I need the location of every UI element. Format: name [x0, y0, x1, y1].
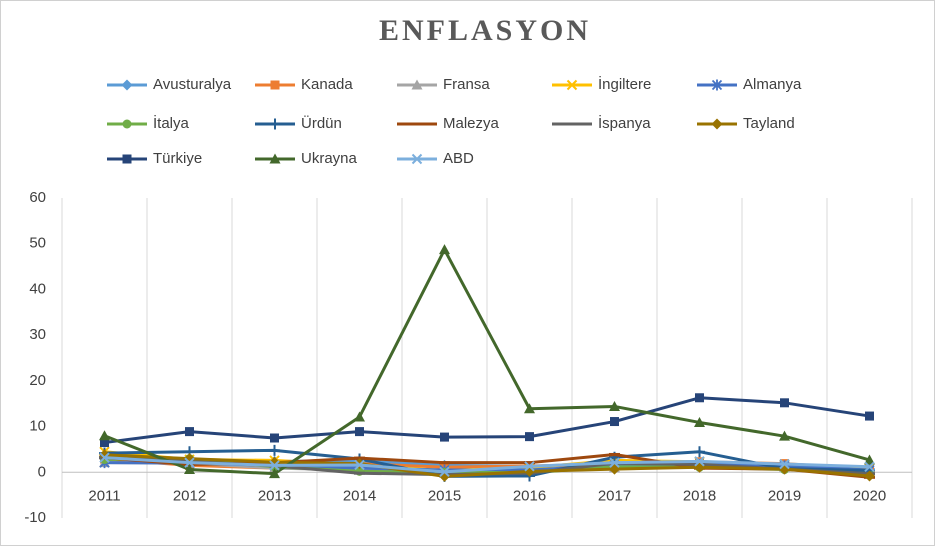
y-tick-label: 20	[29, 372, 46, 389]
legend-marker	[121, 79, 133, 91]
legend-label: ABD	[443, 150, 474, 167]
series-line	[104, 456, 870, 474]
x-tick-label: 2012	[173, 487, 206, 504]
legend-marker	[269, 118, 281, 130]
series-marker	[864, 461, 875, 473]
y-tick-label: 60	[29, 189, 46, 206]
legend-label: Kanada	[301, 76, 353, 93]
legend-marker	[566, 79, 578, 91]
series-marker	[864, 454, 875, 465]
series-marker	[865, 411, 874, 421]
series-marker	[864, 470, 875, 482]
legend-label: Ürdün	[301, 114, 342, 132]
legend-label: Ukrayna	[301, 150, 358, 167]
legend-label: İngiltere	[598, 75, 651, 93]
series-marker	[524, 461, 535, 472]
series-marker	[695, 393, 704, 403]
legend-label: Türkiye	[153, 150, 202, 167]
series-marker	[99, 430, 110, 441]
legend-marker	[270, 80, 280, 90]
series-marker	[355, 427, 364, 437]
y-tick-label: 50	[29, 235, 46, 252]
x-tick-label: 2020	[853, 487, 886, 504]
series-marker	[779, 458, 790, 470]
legend-label: İspanya	[598, 114, 651, 132]
legend-label: Malezya	[443, 115, 500, 132]
y-tick-label: 0	[38, 463, 46, 480]
legend-label: Almanya	[743, 76, 802, 93]
series-marker	[354, 411, 365, 422]
x-tick-label: 2017	[598, 487, 631, 504]
series-marker	[694, 416, 705, 427]
y-tick-label: -10	[24, 509, 46, 526]
legend-marker	[122, 154, 132, 164]
series-marker	[354, 459, 365, 471]
series-marker	[100, 438, 109, 448]
series-line	[104, 448, 870, 478]
legend-marker	[411, 153, 423, 165]
series-marker	[270, 433, 279, 443]
series-line	[104, 453, 870, 478]
legend-marker	[411, 79, 423, 90]
series-marker	[99, 452, 110, 463]
series-marker	[269, 460, 280, 471]
series-marker	[609, 457, 620, 468]
series-marker	[185, 427, 194, 437]
y-tick-label: 30	[29, 326, 46, 343]
x-tick-label: 2013	[258, 487, 291, 504]
series-line	[104, 396, 870, 445]
series-marker	[609, 400, 620, 411]
series-marker	[439, 466, 450, 478]
legend-marker	[269, 153, 281, 164]
legend-label: Fransa	[443, 76, 490, 93]
x-tick-label: 2016	[513, 487, 546, 504]
legend-label: İtalya	[153, 114, 190, 132]
series-marker	[610, 417, 619, 427]
series-marker	[440, 432, 449, 442]
x-tick-label: 2019	[768, 487, 801, 504]
legend-marker	[711, 79, 723, 91]
series-marker	[779, 430, 790, 441]
series-marker	[694, 446, 705, 458]
series-marker	[184, 457, 195, 468]
x-tick-label: 2014	[343, 487, 376, 504]
legend-marker	[122, 119, 132, 129]
series-marker	[184, 464, 195, 475]
series-marker	[525, 432, 534, 442]
legend-marker	[711, 118, 723, 130]
series-line	[103, 248, 870, 476]
y-tick-label: 40	[29, 280, 46, 297]
legend-label: Avusturalya	[153, 76, 232, 93]
series-marker	[269, 468, 280, 479]
x-tick-label: 2018	[683, 487, 716, 504]
series-marker	[439, 244, 450, 255]
legend-label: Tayland	[743, 115, 795, 132]
series-marker	[269, 444, 280, 456]
series-marker	[694, 456, 705, 467]
chart-title: ENFLASYON	[379, 14, 591, 47]
series-marker	[524, 403, 535, 414]
series-marker	[780, 398, 789, 408]
y-tick-label: 10	[29, 418, 46, 435]
x-tick-label: 2011	[88, 487, 120, 504]
x-tick-label: 2015	[428, 487, 461, 504]
